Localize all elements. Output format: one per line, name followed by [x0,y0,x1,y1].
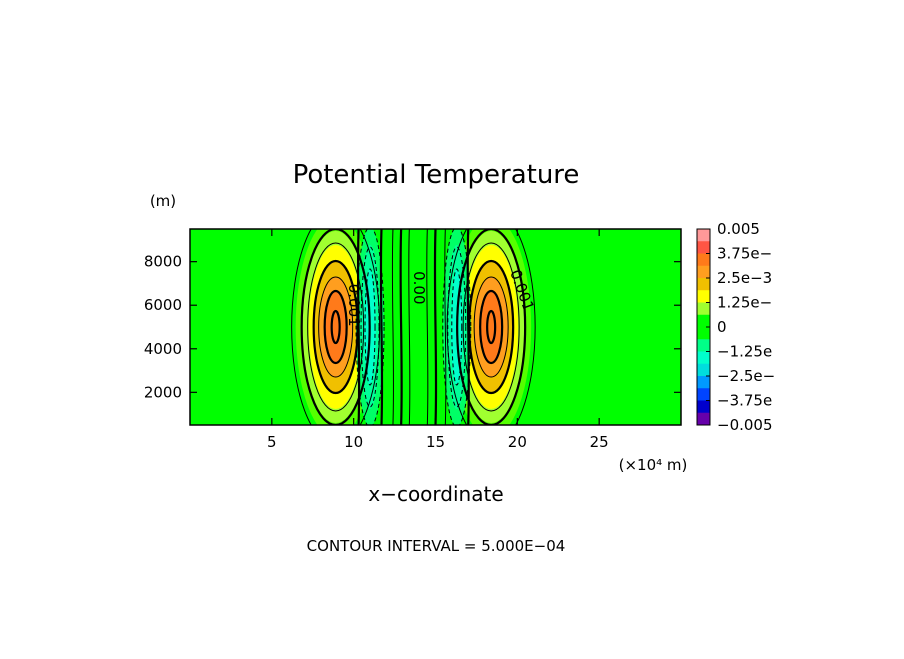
warm-contour-1-5 [479,289,504,365]
colorbar-swatch-9 [697,339,710,352]
zero-contour-8 [466,229,470,425]
contour-label-1: 0.00 [410,271,428,304]
warm-contour-1-6 [486,309,497,345]
x-tick-label-0: 5 [267,433,277,451]
colorbar: 0.005 3.75e− 2.5e−3 1.25e− 0 −1.25e −2.5e− −3.7… [696,220,775,434]
cool-contour-0-1 [360,246,380,408]
warm-band-0-5 [324,291,347,363]
warm-contour-0-4 [318,276,354,378]
colorbar-swatch-1 [697,241,710,254]
colorbar-swatch-8 [697,327,710,340]
x-tick-label-1: 10 [344,433,363,451]
warm-contour-0-5 [323,289,348,365]
colorbar-label-0: 0.005 [717,220,760,238]
cool-contour-1-0 [442,229,472,425]
colorbar-swatch-10 [697,351,710,365]
zero-contour-5 [426,229,429,425]
zero-contour-2 [391,229,395,425]
colorbar-label-8: −0.005 [717,416,773,434]
contour-lines [291,229,536,425]
colorbar-swatch-0 [697,229,710,242]
colorbar-label-3: 1.25e− [717,294,772,312]
colorbar-swatch-11 [697,363,710,377]
y-tick-label-1: 4000 [144,340,182,358]
colorbar-swatch-13 [697,388,710,401]
zero-contour-3 [399,229,403,425]
zero-contour-6 [433,229,438,425]
zero-contour-4 [408,229,411,425]
colorbar-swatch-14 [697,400,710,414]
y-tick-label-0: 2000 [144,383,182,401]
y-axis-ticks: 2000 4000 6000 8000 [144,253,681,401]
warm-contour-1-1 [456,229,527,425]
colorbar-label-6: −2.5e− [717,367,775,385]
warm-contour-0-0 [291,229,381,425]
warm-band-1-5 [480,291,503,363]
warm-contour-0-6 [330,309,341,345]
warm-contour-0-1 [300,229,371,425]
contour-label-0: 0.001 [345,284,363,327]
x-tick-label-2: 15 [426,433,445,451]
colorbar-label-7: −3.75e [717,392,772,410]
zero-contour-1 [379,229,384,425]
colorbar-swatch-4 [697,278,710,291]
colorbar-label-2: 2.5e−3 [717,269,772,287]
zero-contour-7 [444,229,447,425]
colorbar-label-1: 3.75e− [717,245,772,263]
colorbar-label-5: −1.25e [717,343,772,361]
zero-contour-0 [356,229,361,425]
colorbar-swatch-3 [697,265,710,279]
chart-title: Potential Temperature [293,160,580,190]
x-axis-label: x−coordinate [368,482,503,506]
cool-contour-1-1 [447,246,467,408]
colorbar-label-4: 0 [717,318,727,336]
x-axis-unit: (×10⁴ m) [619,456,688,474]
warm-contour-1-0 [446,229,536,425]
x-tick-label-3: 20 [508,433,527,451]
colorbar-swatch-15 [697,412,710,426]
colorbar-swatch-6 [697,302,710,316]
contour-plot-area: 0.001 0.00 0.001 [190,229,681,425]
x-tick-label-4: 25 [590,433,609,451]
colorbar-swatch-12 [697,376,710,389]
cool-contour-0-0 [355,229,385,425]
warm-contour-1-2 [462,242,520,412]
warm-contour-1-4 [473,276,509,378]
colorbar-swatch-5 [697,290,710,303]
contour-interval-note: CONTOUR INTERVAL = 5.000E−04 [307,537,566,555]
cool-contour-1-2 [451,268,463,386]
y-tick-label-3: 8000 [144,253,182,271]
y-tick-label-2: 6000 [144,296,182,314]
colorbar-swatch-2 [697,253,710,267]
x-axis-ticks: 5 10 15 20 25 [267,229,609,451]
warm-contour-0-2 [307,242,365,412]
colorbar-swatch-7 [697,314,710,328]
y-axis-unit: (m) [150,192,176,210]
cool-contour-0-2 [364,268,376,386]
